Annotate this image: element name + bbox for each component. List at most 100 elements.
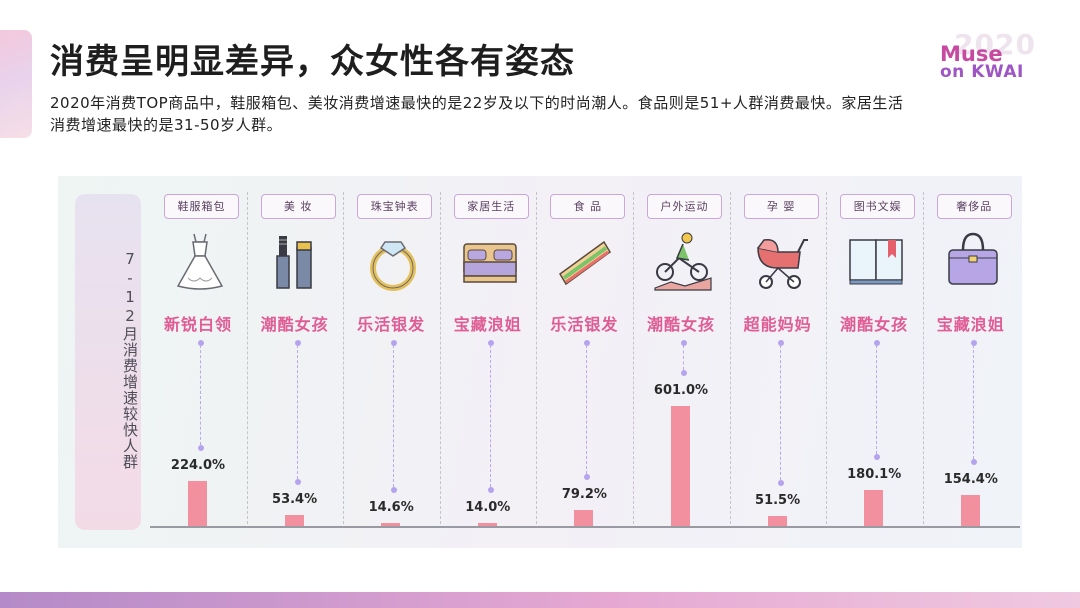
bed-icon xyxy=(458,228,522,294)
logo-line-2: on KWAI xyxy=(940,62,1024,82)
bar xyxy=(381,523,401,526)
category-column: 鞋服箱包新锐白领 224.0% xyxy=(150,192,246,528)
column-separator xyxy=(729,192,731,524)
stem-dot xyxy=(970,340,977,346)
bar xyxy=(960,495,980,526)
column-separator xyxy=(826,192,828,524)
dashed-stem xyxy=(683,345,684,370)
audience-group-label: 宝藏浪姐 xyxy=(453,315,522,334)
stem-dot xyxy=(777,340,784,346)
category-label: 珠宝钟表 xyxy=(357,194,433,219)
bar xyxy=(671,406,690,526)
value-label: 51.5% xyxy=(755,492,801,508)
column-separator xyxy=(536,192,538,524)
value-label: 53.4% xyxy=(272,492,318,508)
page-title: 消费呈明显差异，众女性各有姿态 xyxy=(50,42,575,82)
logo-line-1: Muse xyxy=(940,42,1003,66)
dashed-stem xyxy=(393,345,395,488)
wedding-dress-icon xyxy=(168,228,232,294)
ring-icon xyxy=(361,228,425,294)
category-label: 美 妆 xyxy=(260,194,336,219)
bar xyxy=(574,510,594,526)
value-label: 601.0% xyxy=(653,383,709,398)
stem-dot xyxy=(294,479,301,486)
value-label: 154.4% xyxy=(943,472,998,488)
stem-dot xyxy=(681,340,687,346)
dashed-stem xyxy=(586,345,588,475)
category-column: 图书文娱潮酷女孩 180.1% xyxy=(826,192,922,528)
column-separator xyxy=(922,192,924,524)
audience-group-label: 潮酷女孩 xyxy=(840,315,909,334)
category-label: 奢侈品 xyxy=(936,194,1012,219)
muse-on-kwai-logo: 2020 Muse on KWAI xyxy=(938,28,1048,84)
stem-dot xyxy=(487,487,494,494)
side-label-text: 7-12月消费增速较快人群 xyxy=(121,250,139,470)
category-label: 食 品 xyxy=(550,194,626,219)
column-separator xyxy=(439,192,441,524)
stem-dot xyxy=(777,479,784,486)
stem-dot xyxy=(294,340,301,346)
audience-group-label: 潮酷女孩 xyxy=(260,315,329,334)
dashed-stem xyxy=(972,345,974,460)
bar xyxy=(767,515,787,526)
value-label: 224.0% xyxy=(170,458,226,474)
audience-group-label: 乐活银发 xyxy=(357,315,426,334)
chart-panel xyxy=(58,176,1022,548)
stem-dot xyxy=(584,474,591,481)
audience-group-label: 新锐白领 xyxy=(163,315,232,334)
book-icon xyxy=(844,228,908,294)
stem-dot xyxy=(198,445,204,452)
category-column: 奢侈品宝藏浪姐 154.4% xyxy=(923,192,1019,528)
stem-dot xyxy=(487,340,494,346)
category-column: 孕 婴超能妈妈 51.5% xyxy=(730,192,826,528)
stem-dot xyxy=(874,340,881,346)
cyclist-icon xyxy=(651,228,715,294)
stem-dot xyxy=(198,340,204,346)
dashed-stem xyxy=(876,345,878,455)
stem-dot xyxy=(681,370,687,376)
audience-group-label: 超能妈妈 xyxy=(743,315,812,334)
bottom-gradient-bar xyxy=(0,592,1080,608)
value-label: 180.1% xyxy=(847,467,902,483)
bar xyxy=(284,515,304,526)
handbag-icon xyxy=(941,228,1005,294)
category-column: 食 品乐活银发 79.2% xyxy=(536,192,632,528)
dashed-stem xyxy=(779,345,781,480)
stem-dot xyxy=(874,454,881,461)
category-label: 图书文娱 xyxy=(840,194,916,219)
bar xyxy=(188,481,207,526)
audience-group-label: 宝藏浪姐 xyxy=(936,315,1005,334)
column-separator xyxy=(633,192,634,524)
value-label: 79.2% xyxy=(561,487,607,503)
chart-baseline xyxy=(150,526,1020,528)
cosmetics-icon xyxy=(265,228,329,294)
category-column: 珠宝钟表乐活银发 14.6% xyxy=(343,192,439,528)
dashed-stem xyxy=(489,345,491,488)
category-label: 鞋服箱包 xyxy=(164,194,239,219)
stem-dot xyxy=(970,459,977,466)
column-separator xyxy=(343,192,345,524)
bar xyxy=(864,490,884,526)
stem-dot xyxy=(391,487,398,494)
dashed-stem xyxy=(200,345,201,446)
bar xyxy=(477,523,497,526)
side-label: 7-12月消费增速较快人群 xyxy=(75,194,141,530)
audience-group-label: 潮酷女孩 xyxy=(646,315,715,334)
value-label: 14.6% xyxy=(368,500,414,516)
stroller-icon xyxy=(748,228,812,294)
category-label: 户外运动 xyxy=(647,194,722,219)
page-subtitle: 2020年消费TOP商品中，鞋服箱包、美妆消费增速最快的是22岁及以下的时尚潮人… xyxy=(50,94,904,134)
stem-dot xyxy=(391,340,398,346)
column-separator xyxy=(246,192,248,524)
category-column: 美 妆潮酷女孩 53.4% xyxy=(247,192,343,528)
sandwich-icon xyxy=(554,228,618,294)
logo-year: 2020 xyxy=(954,28,1036,61)
category-column: 户外运动潮酷女孩 601.0% xyxy=(633,192,729,528)
stem-dot xyxy=(584,340,591,346)
dashed-stem xyxy=(296,345,298,480)
corner-decoration xyxy=(0,30,32,138)
category-column: 家居生活 宝藏浪姐 14.0% xyxy=(440,192,536,528)
category-label: 孕 婴 xyxy=(743,194,819,219)
value-label: 14.0% xyxy=(465,500,511,516)
audience-group-label: 乐活银发 xyxy=(550,315,619,334)
